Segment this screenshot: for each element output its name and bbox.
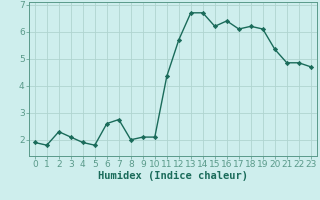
X-axis label: Humidex (Indice chaleur): Humidex (Indice chaleur) — [98, 171, 248, 181]
